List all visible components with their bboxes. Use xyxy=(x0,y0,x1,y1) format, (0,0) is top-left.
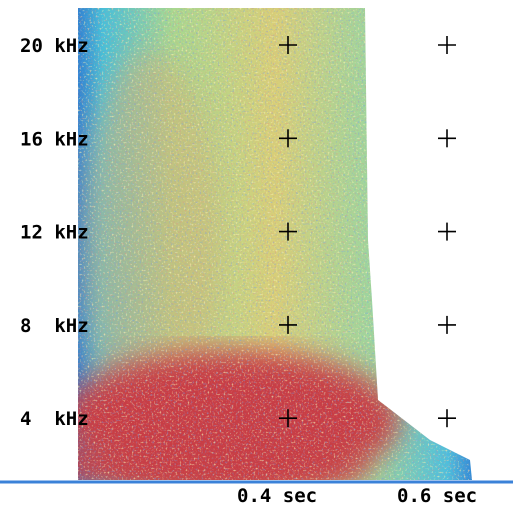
speckle-blue xyxy=(78,8,472,480)
frequency-label: 12 kHz xyxy=(20,222,89,244)
time-label: 0.6 sec xyxy=(397,485,477,507)
frequency-label: 4 kHz xyxy=(20,408,89,430)
frequency-label: 16 kHz xyxy=(20,128,89,150)
labels: 20 kHz 16 kHz 12 kHz 8 kHz 4 kHz 0.4 sec 0.6 s… xyxy=(20,35,477,507)
time-label: 0.4 sec xyxy=(237,485,317,507)
frequency-label: 20 kHz xyxy=(20,35,89,57)
frequency-label: 8 kHz xyxy=(20,315,89,337)
spectrogram xyxy=(78,8,472,480)
